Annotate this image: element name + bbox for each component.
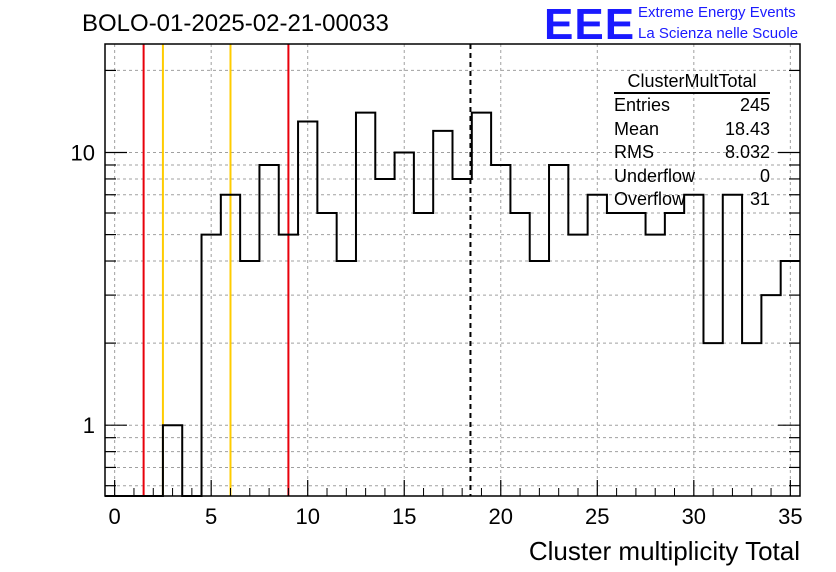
stats-box: ClusterMultTotal Entries 245 Mean 18.43 … — [614, 70, 770, 212]
stats-value: 0 — [759, 165, 770, 186]
stats-row-underflow: Underflow 0 — [614, 165, 770, 189]
stats-label: Overflow — [614, 189, 686, 209]
x-tick-label: 20 — [489, 504, 513, 529]
x-tick-label: 15 — [392, 504, 416, 529]
y-tick-label: 10 — [71, 141, 95, 166]
axis-layer: 0 5 10 15 20 25 30 35 1 10 — [71, 69, 803, 529]
stats-label: RMS — [614, 142, 654, 162]
stats-row-mean: Mean 18.43 — [614, 118, 770, 142]
histogram-outline — [105, 111, 800, 497]
x-tick-label: 35 — [778, 504, 802, 529]
stats-title: ClusterMultTotal — [614, 70, 770, 94]
reference-lines — [142, 44, 472, 496]
stats-row-entries: Entries 245 — [614, 94, 770, 118]
stats-value: 18.43 — [724, 118, 770, 139]
stats-row-overflow: Overflow 31 — [614, 188, 770, 212]
stats-value: 8.032 — [724, 142, 770, 162]
x-tick-label: 25 — [585, 504, 609, 529]
stats-value: 245 — [739, 95, 770, 115]
x-tick-label: 10 — [295, 504, 319, 529]
stats-label: Entries — [614, 95, 671, 115]
stats-value: 31 — [749, 189, 770, 209]
stats-label: Mean — [614, 118, 660, 139]
x-tick-label: 5 — [205, 504, 217, 529]
stats-row-rms: RMS 8.032 — [614, 141, 770, 165]
x-tick-label: 30 — [682, 504, 706, 529]
run-title: BOLO-01-2025-02-21-00033 — [82, 10, 389, 37]
plot-frame — [104, 43, 801, 497]
stats-label: Underflow — [614, 165, 696, 186]
x-tick-label: 0 — [109, 504, 121, 529]
logo-line-1: Extreme Energy Events — [638, 4, 796, 21]
eee-logo: EEE — [544, 0, 636, 49]
x-axis-label: Cluster multiplicity Total — [529, 536, 800, 566]
y-tick-label: 1 — [83, 413, 95, 438]
logo-line-2: La Scienza nelle Scuole — [638, 25, 799, 42]
